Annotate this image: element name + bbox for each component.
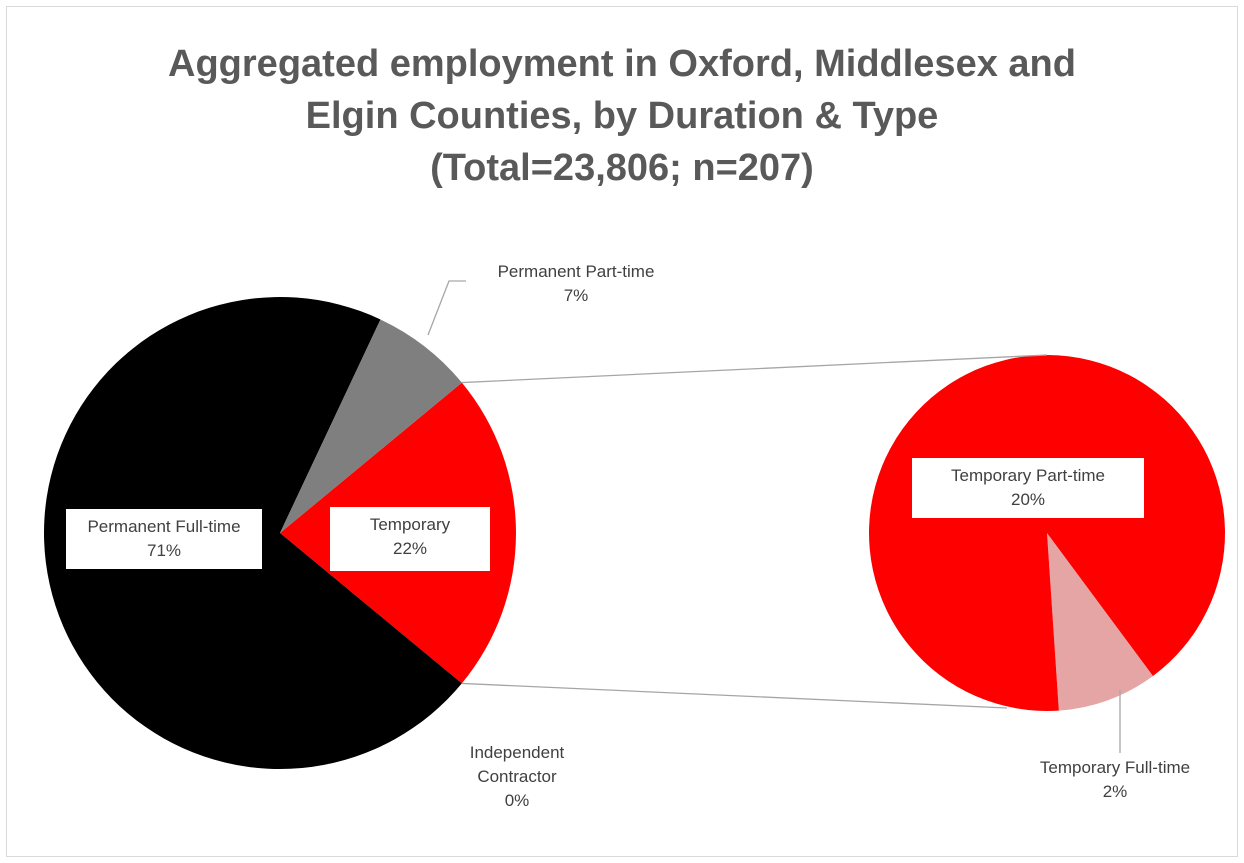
label-permanent-full-time-name: Permanent Full-time <box>87 517 241 536</box>
label-permanent-full-time: Permanent Full-time 71% <box>66 509 262 569</box>
chart-title-line-1: Aggregated employment in Oxford, Middles… <box>168 43 1076 85</box>
label-permanent-part-time: Permanent Part-time 7% <box>466 260 686 308</box>
slice-temporary-part-time <box>869 354 1226 711</box>
connector-line-bottom <box>461 682 1008 709</box>
chart-title-line-3: (Total=23,806; n=207) <box>430 147 814 189</box>
slice-permanent-part-time <box>280 319 462 533</box>
chart-title: Aggregated employment in Oxford, Middles… <box>0 38 1244 194</box>
label-permanent-full-time-value: 71% <box>146 541 182 560</box>
label-temporary: Temporary 22% <box>330 507 490 571</box>
label-independent-contractor: Independent Contractor 0% <box>437 741 597 813</box>
label-independent-contractor-line-2: Contractor <box>477 767 557 786</box>
label-permanent-part-time-name: Permanent Part-time <box>497 262 655 281</box>
label-independent-contractor-line-1: Independent <box>469 743 565 762</box>
slice-temporary-full-time <box>1047 533 1153 711</box>
label-permanent-part-time-value: 7% <box>563 286 589 305</box>
label-temporary-full-time-value: 2% <box>1102 782 1128 801</box>
label-temporary-part-time-name: Temporary Part-time <box>951 466 1105 485</box>
leader-line-permanent-part-time <box>427 280 466 336</box>
label-temporary-value: 22% <box>392 539 428 558</box>
label-temporary-name: Temporary <box>369 515 451 534</box>
connector-line-top <box>461 354 1048 384</box>
label-temporary-full-time: Temporary Full-time 2% <box>1008 756 1222 804</box>
chart-title-line-2: Elgin Counties, by Duration & Type <box>305 95 939 137</box>
label-temporary-part-time: Temporary Part-time 20% <box>912 458 1144 518</box>
label-temporary-part-time-value: 20% <box>1010 490 1046 509</box>
label-temporary-full-time-name: Temporary Full-time <box>1039 758 1191 777</box>
label-independent-contractor-value: 0% <box>504 791 530 810</box>
